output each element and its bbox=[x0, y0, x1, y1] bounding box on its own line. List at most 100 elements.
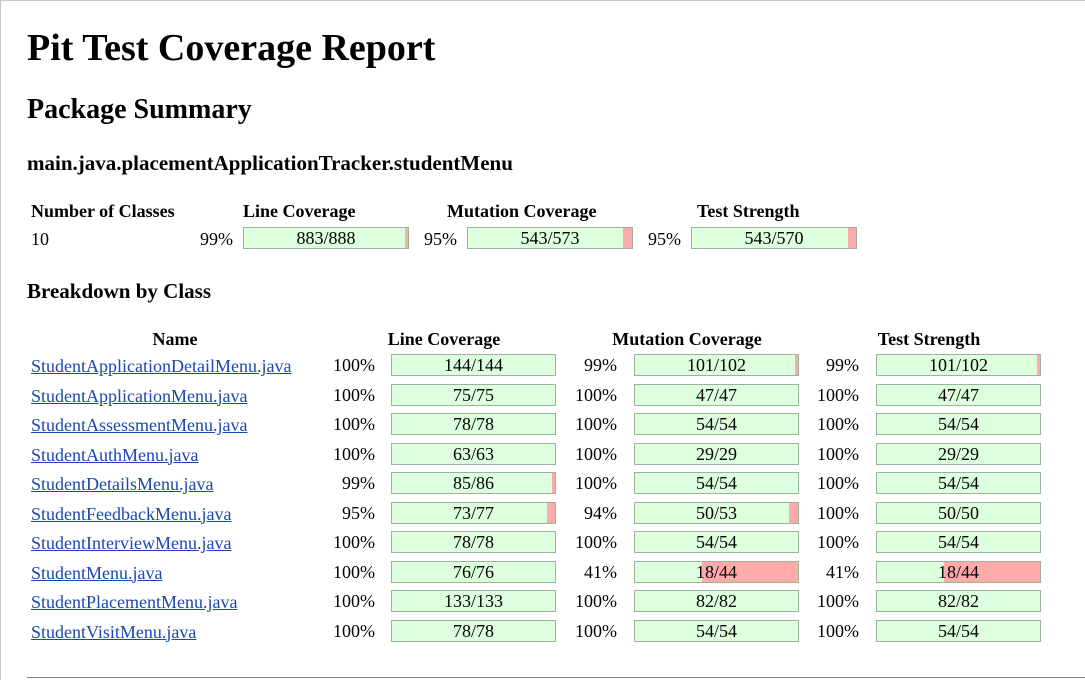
coverage-legend: 101/102 bbox=[928, 355, 988, 375]
mutation-coverage-bar: 54/54 bbox=[634, 531, 799, 553]
mutation-coverage-bar: 18/44 bbox=[634, 560, 799, 583]
class-link[interactable]: StudentFeedbackMenu.java bbox=[31, 503, 232, 524]
column-header-name: Name bbox=[152, 329, 198, 349]
line-coverage-bar: 63/63 bbox=[391, 442, 556, 465]
uncovered-portion bbox=[552, 473, 555, 493]
mutation-percent: 100% bbox=[575, 473, 617, 493]
coverage-legend: 144/144 bbox=[443, 355, 503, 375]
coverage-legend: 73/77 bbox=[452, 502, 494, 523]
strength-percent: 100% bbox=[817, 414, 859, 434]
mutation-coverage-bar: 101/102 bbox=[634, 354, 799, 376]
coverage-legend: 54/54 bbox=[695, 473, 737, 493]
table-row: StudentApplicationDetailMenu.java 100% 144… bbox=[27, 353, 1047, 382]
coverage-legend: 101/102 bbox=[686, 355, 746, 375]
coverage-legend: 50/50 bbox=[937, 502, 979, 523]
uncovered-portion bbox=[795, 355, 798, 375]
package-name: main.java.placementApplicationTracker.st… bbox=[27, 151, 513, 175]
strength-percent: 100% bbox=[817, 532, 859, 552]
strength-coverage-bar: 54/54 bbox=[876, 531, 1041, 553]
line-coverage-bar: 73/77 bbox=[391, 501, 556, 524]
summary-mutation-coverage-bar: 543/573 bbox=[467, 227, 633, 249]
table-row: StudentAssessmentMenu.java 100% 78/78 100% 5… bbox=[27, 412, 1047, 441]
class-link[interactable]: StudentMenu.java bbox=[31, 562, 163, 583]
mutation-coverage-bar: 50/53 bbox=[634, 501, 799, 524]
class-link[interactable]: StudentVisitMenu.java bbox=[31, 621, 197, 642]
strength-coverage-bar: 101/102 bbox=[876, 354, 1041, 376]
strength-percent: 99% bbox=[826, 355, 859, 375]
coverage-legend: 82/82 bbox=[937, 591, 979, 611]
class-link[interactable]: StudentInterviewMenu.java bbox=[31, 533, 232, 553]
mutation-percent: 100% bbox=[575, 414, 617, 434]
line-percent: 100% bbox=[333, 591, 375, 611]
line-percent: 100% bbox=[333, 443, 375, 464]
strength-percent: 100% bbox=[817, 473, 859, 493]
line-coverage-bar: 78/78 bbox=[391, 531, 556, 553]
summary-mutation-percent: 95% bbox=[424, 229, 457, 249]
coverage-legend: 75/75 bbox=[452, 384, 494, 405]
strength-coverage-bar: 47/47 bbox=[876, 383, 1041, 406]
uncovered-portion bbox=[848, 228, 856, 248]
coverage-legend: 18/44 bbox=[937, 561, 979, 582]
mutation-coverage-bar: 54/54 bbox=[634, 472, 799, 494]
class-link[interactable]: StudentPlacementMenu.java bbox=[31, 592, 238, 612]
coverage-legend: 54/54 bbox=[937, 620, 979, 641]
strength-coverage-bar: 54/54 bbox=[876, 619, 1041, 642]
column-header-line-coverage: Line Coverage bbox=[387, 329, 501, 349]
line-coverage-bar: 78/78 bbox=[391, 619, 556, 642]
coverage-legend: 543/573 bbox=[520, 228, 580, 248]
mutation-percent: 100% bbox=[575, 443, 617, 464]
strength-percent: 100% bbox=[817, 443, 859, 464]
summary-line-coverage-bar: 883/888 bbox=[243, 227, 409, 249]
table-row: StudentInterviewMenu.java 100% 78/78 100% 54… bbox=[27, 530, 1047, 559]
summary-test-strength-bar: 543/570 bbox=[691, 227, 857, 249]
mutation-percent: 100% bbox=[575, 532, 617, 552]
coverage-legend: 29/29 bbox=[937, 443, 979, 464]
class-link[interactable]: StudentDetailsMenu.java bbox=[31, 474, 214, 494]
class-link[interactable]: StudentAuthMenu.java bbox=[31, 444, 199, 465]
line-percent: 100% bbox=[333, 414, 375, 434]
line-coverage-bar: 78/78 bbox=[391, 413, 556, 435]
coverage-legend: 50/53 bbox=[695, 502, 737, 523]
strength-percent: 100% bbox=[817, 384, 859, 405]
number-of-classes-value: 10 bbox=[31, 229, 49, 249]
line-percent: 100% bbox=[333, 355, 375, 375]
coverage-legend: 82/82 bbox=[695, 591, 737, 611]
footer-divider bbox=[27, 677, 1085, 678]
strength-coverage-bar: 18/44 bbox=[876, 560, 1041, 583]
uncovered-portion bbox=[701, 561, 798, 582]
coverage-legend: 76/76 bbox=[452, 561, 494, 582]
mutation-coverage-bar: 82/82 bbox=[634, 590, 799, 612]
coverage-legend: 54/54 bbox=[937, 473, 979, 493]
line-coverage-bar: 75/75 bbox=[391, 383, 556, 406]
strength-coverage-bar: 29/29 bbox=[876, 442, 1041, 465]
class-link[interactable]: StudentAssessmentMenu.java bbox=[31, 415, 248, 435]
strength-percent: 100% bbox=[817, 502, 859, 523]
coverage-legend: 78/78 bbox=[452, 414, 494, 434]
coverage-legend: 63/63 bbox=[452, 443, 494, 464]
coverage-legend: 78/78 bbox=[452, 620, 494, 641]
column-header-mutation-coverage: Mutation Coverage bbox=[612, 329, 762, 349]
strength-coverage-bar: 54/54 bbox=[876, 413, 1041, 435]
mutation-percent: 94% bbox=[584, 502, 617, 523]
table-row: StudentPlacementMenu.java 100% 133/133 100%… bbox=[27, 589, 1047, 618]
coverage-legend: 133/133 bbox=[443, 591, 503, 611]
mutation-percent: 100% bbox=[575, 384, 617, 405]
uncovered-portion bbox=[1037, 355, 1040, 375]
coverage-legend: 18/44 bbox=[695, 561, 737, 582]
class-link[interactable]: StudentApplicationDetailMenu.java bbox=[31, 356, 292, 376]
mutation-percent: 41% bbox=[584, 561, 617, 582]
table-row: StudentDetailsMenu.java 99% 85/86 100% 54/54… bbox=[27, 471, 1047, 500]
header-mutation-coverage: Mutation Coverage bbox=[447, 201, 597, 221]
coverage-legend: 54/54 bbox=[695, 414, 737, 434]
table-row: StudentFeedbackMenu.java 95% 73/77 94% 50/53… bbox=[27, 501, 1047, 530]
strength-percent: 100% bbox=[817, 620, 859, 641]
mutation-coverage-bar: 29/29 bbox=[634, 442, 799, 465]
class-link[interactable]: StudentApplicationMenu.java bbox=[31, 385, 248, 406]
strength-percent: 41% bbox=[826, 561, 859, 582]
page-title: Pit Test Coverage Report bbox=[27, 27, 436, 69]
summary-line-percent: 99% bbox=[200, 229, 233, 249]
coverage-legend: 883/888 bbox=[296, 228, 356, 248]
coverage-legend: 543/570 bbox=[744, 228, 804, 248]
table-row: StudentApplicationMenu.java 100% 75/75 100%… bbox=[27, 383, 1047, 412]
uncovered-portion bbox=[788, 502, 798, 523]
